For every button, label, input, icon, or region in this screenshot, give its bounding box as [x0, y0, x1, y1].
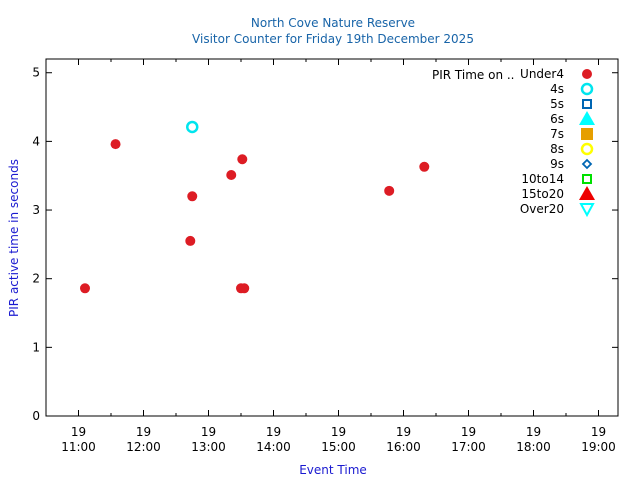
- x-axis-label: Event Time: [299, 463, 367, 477]
- point-under4: [110, 139, 121, 150]
- legend-label: 5s: [550, 97, 564, 111]
- y-tick-label: 3: [32, 203, 40, 217]
- x-tick-time-label: 17:00: [451, 440, 486, 454]
- axes: 0123451911:001912:001913:001914:001915:0…: [32, 59, 618, 454]
- y-tick-label: 4: [32, 134, 40, 148]
- data-points: [80, 120, 430, 294]
- point-under4: [239, 283, 250, 294]
- point-under4: [384, 185, 395, 196]
- point-under4: [187, 191, 198, 202]
- point-under4: [226, 170, 237, 181]
- legend-marker-6s: [579, 111, 595, 125]
- legend-label: 15to20: [521, 187, 564, 201]
- legend-marker-8s: [580, 142, 594, 156]
- x-tick-time-label: 19:00: [581, 440, 616, 454]
- x-tick-day-label: 19: [201, 425, 216, 439]
- point-4s: [186, 120, 199, 134]
- legend-marker-15to20: [579, 186, 595, 200]
- y-tick-label: 5: [32, 66, 40, 80]
- legend-marker-9s: [581, 158, 593, 170]
- x-tick-day-label: 19: [461, 425, 476, 439]
- x-tick-time-label: 15:00: [321, 440, 356, 454]
- x-tick-time-label: 13:00: [191, 440, 226, 454]
- x-tick-day-label: 19: [526, 425, 541, 439]
- legend-label: Under4: [520, 67, 564, 81]
- legend-label: 10to14: [521, 172, 564, 186]
- x-tick-time-label: 18:00: [516, 440, 551, 454]
- x-tick-day-label: 19: [136, 425, 151, 439]
- legend-marker-under4: [582, 69, 592, 79]
- point-under4: [419, 161, 430, 172]
- legend-marker-7s: [581, 128, 593, 140]
- x-tick-time-label: 16:00: [386, 440, 421, 454]
- legend-marker-over20: [579, 203, 595, 218]
- y-tick-label: 0: [32, 409, 40, 423]
- legend-label: 9s: [550, 157, 564, 171]
- plot-area-frame: [45, 58, 619, 417]
- point-under4: [185, 235, 196, 246]
- x-tick-day-label: 19: [396, 425, 411, 439]
- legend-title: PIR Time on ..: [432, 68, 515, 82]
- x-tick-time-label: 11:00: [61, 440, 96, 454]
- point-under4: [80, 283, 90, 294]
- legend: PIR Time on .. Under44s5s6s7s8s9s10to141…: [432, 67, 595, 218]
- y-tick-label: 2: [32, 272, 40, 286]
- x-tick-day-label: 19: [331, 425, 346, 439]
- x-tick-day-label: 19: [591, 425, 606, 439]
- legend-label: 4s: [550, 82, 564, 96]
- x-tick-day-label: 19: [266, 425, 281, 439]
- legend-marker-5s: [582, 99, 592, 109]
- legend-label: 8s: [550, 142, 564, 156]
- x-tick-day-label: 19: [71, 425, 86, 439]
- point-under4: [237, 154, 248, 165]
- legend-marker-10to14: [582, 174, 592, 184]
- legend-marker-4s: [580, 82, 594, 96]
- legend-label: Over20: [520, 202, 564, 216]
- legend-label: 6s: [550, 112, 564, 126]
- x-tick-time-label: 12:00: [126, 440, 161, 454]
- x-tick-time-label: 14:00: [256, 440, 291, 454]
- y-tick-label: 1: [32, 340, 40, 354]
- y-axis-label: PIR active time in seconds: [7, 159, 21, 317]
- chart-subtitle: Visitor Counter for Friday 19th December…: [192, 32, 474, 46]
- legend-label: 7s: [550, 127, 564, 141]
- chart-title: North Cove Nature Reserve: [251, 16, 415, 30]
